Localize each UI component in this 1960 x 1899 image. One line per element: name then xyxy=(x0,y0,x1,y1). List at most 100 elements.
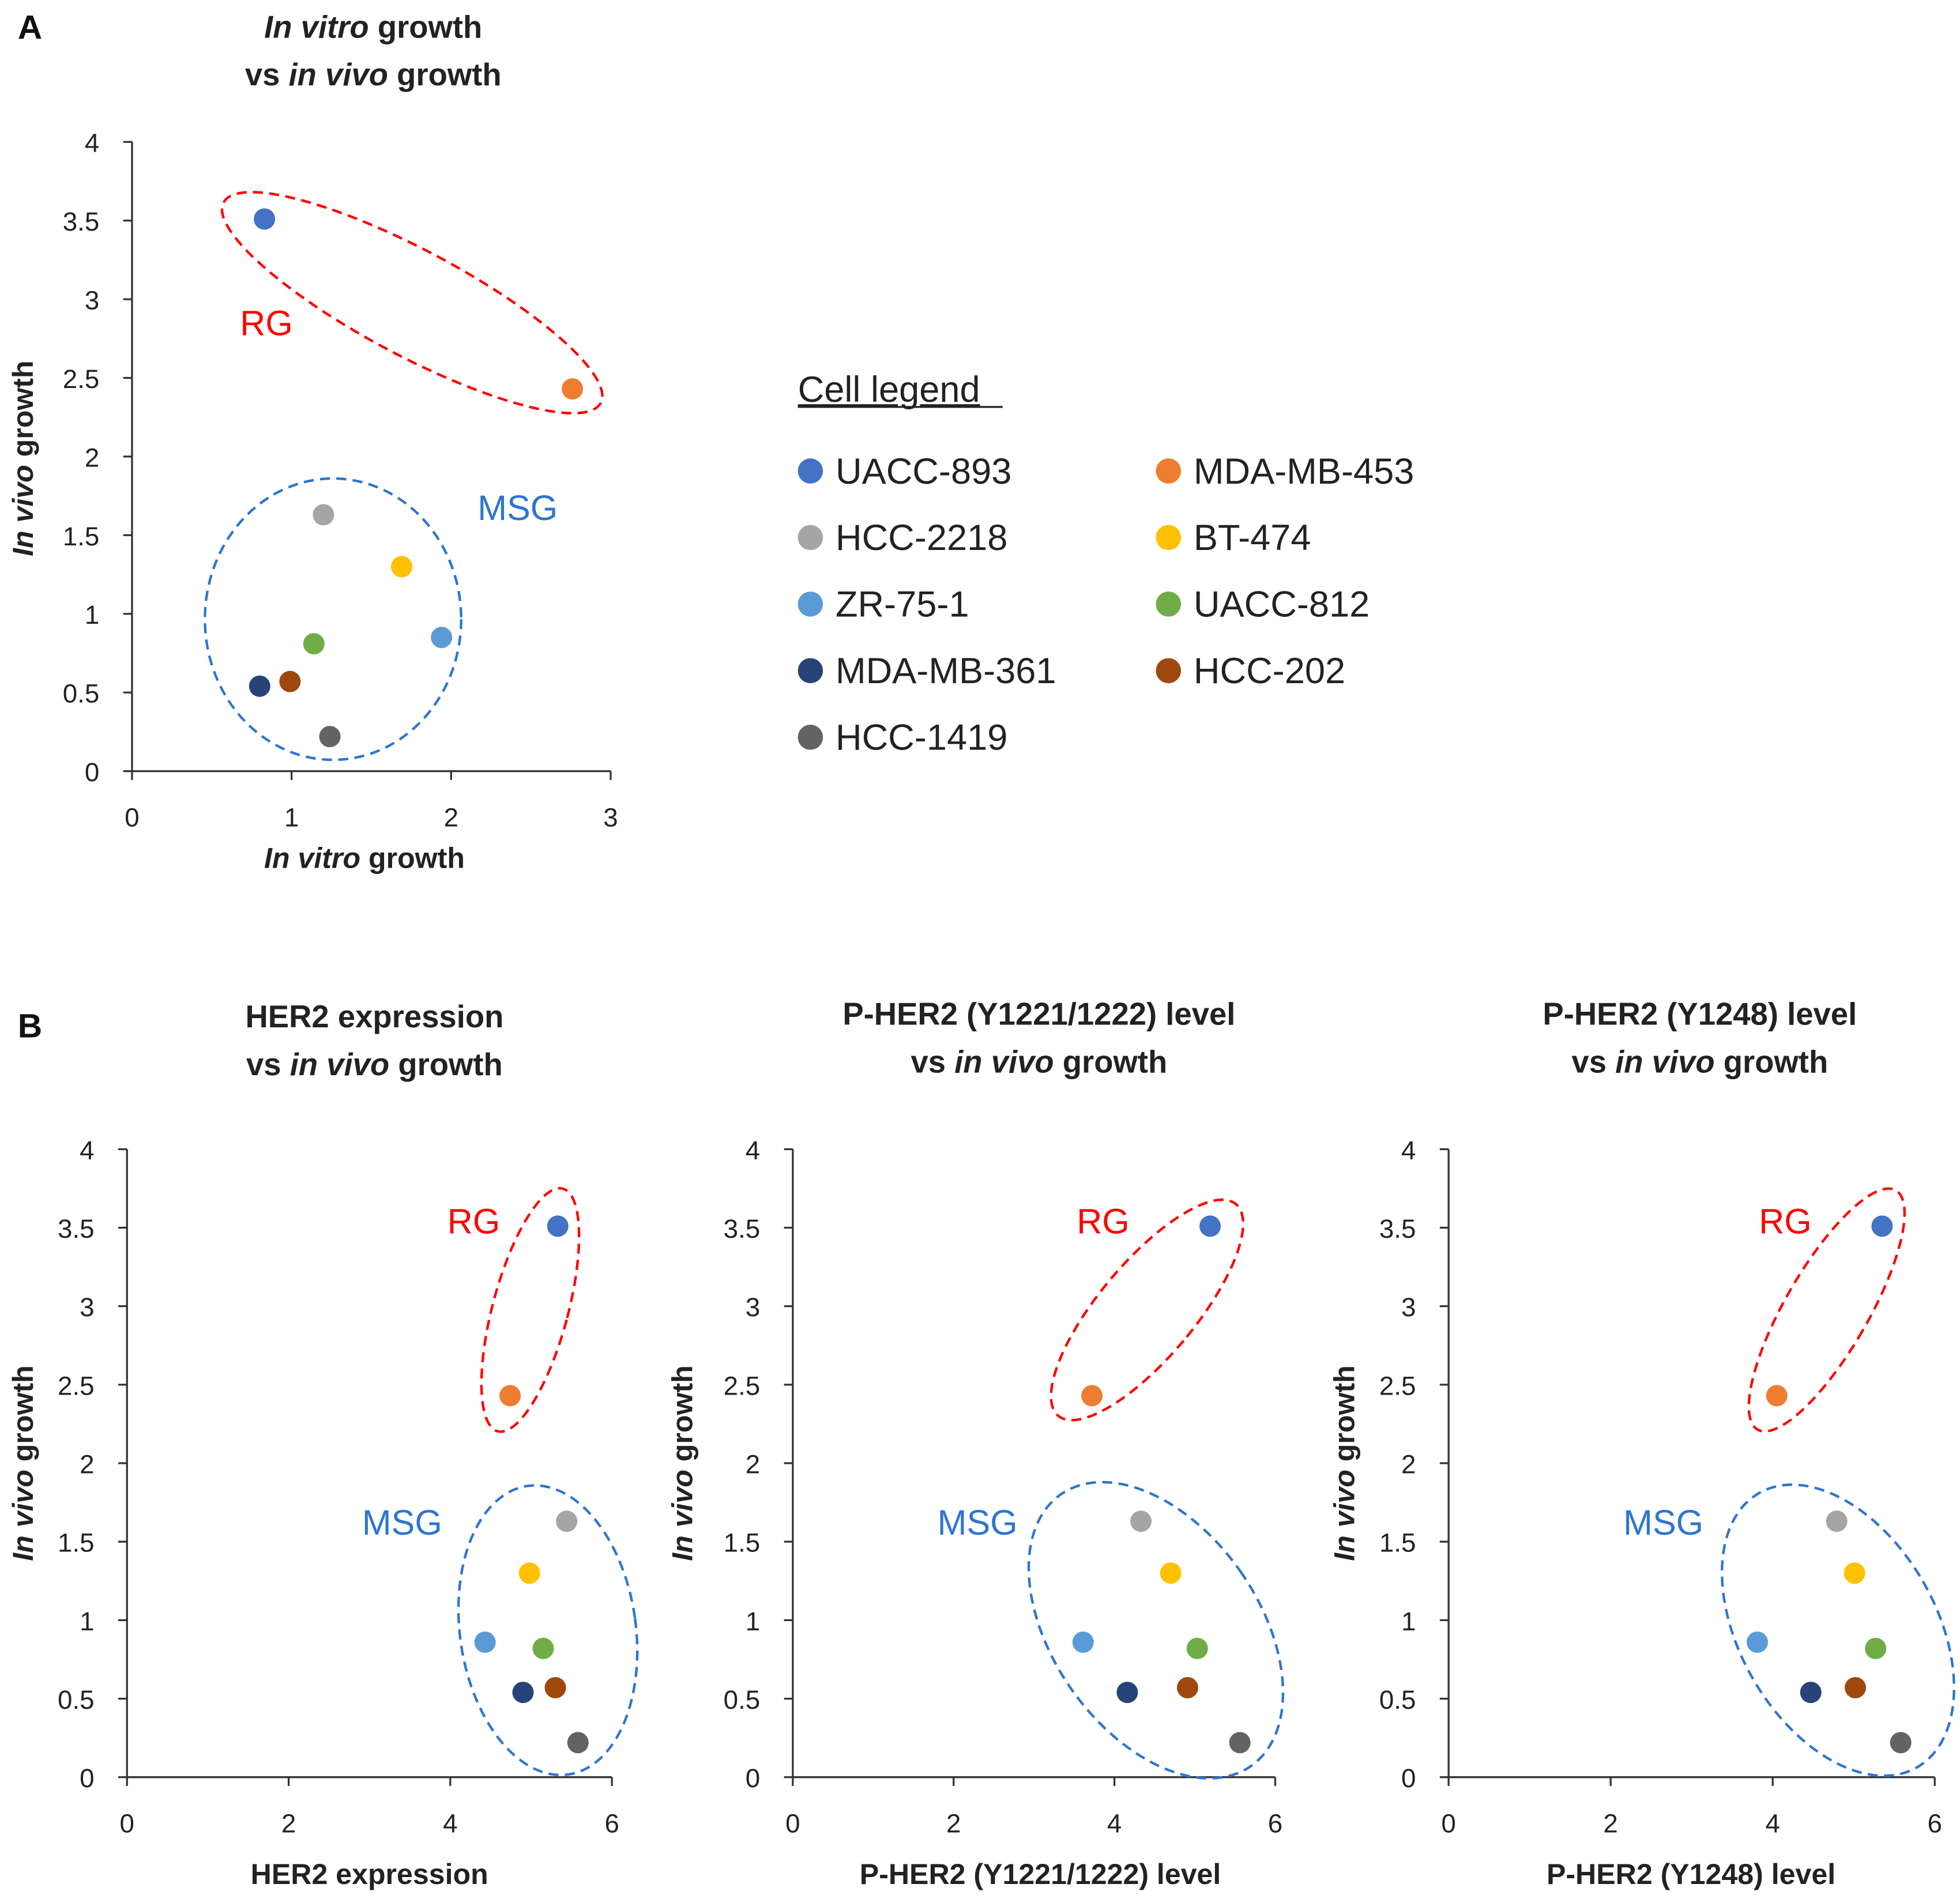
x-axis-label: HER2 expression xyxy=(251,1858,488,1890)
data-point-bt-474 xyxy=(518,1562,540,1584)
data-point-zr-75-1 xyxy=(1746,1631,1768,1653)
y-tick-label: 3 xyxy=(746,1293,760,1322)
x-tick-label: 2 xyxy=(1603,1809,1617,1838)
panel-letter-b: B xyxy=(18,1007,42,1045)
data-point-uacc-812 xyxy=(532,1637,554,1659)
rg-group-label: RG xyxy=(1077,1201,1130,1241)
chart-title: P-HER2 (Y1221/1222) level xyxy=(842,997,1235,1032)
y-tick-label: 3 xyxy=(80,1293,94,1322)
legend-marker xyxy=(1156,458,1182,484)
scatter-panel-3: P-HER2 (Y1221/1222) level vs in vivo grow… xyxy=(667,997,1285,1890)
data-point-hcc-2218 xyxy=(556,1510,578,1532)
y-tick-label: 3 xyxy=(1401,1293,1416,1322)
data-point-mda-mb-361 xyxy=(1800,1682,1822,1704)
data-point-zr-75-1 xyxy=(1072,1631,1094,1653)
data-point-bt-474 xyxy=(1160,1562,1182,1584)
x-tick-label: 0 xyxy=(120,1809,134,1838)
x-tick-label: 2 xyxy=(946,1809,961,1838)
data-point-hcc-2218 xyxy=(1826,1510,1848,1532)
y-tick-label: 2.5 xyxy=(63,364,100,394)
x-tick-label: 0 xyxy=(125,802,139,832)
data-point-uacc-893 xyxy=(1199,1215,1221,1237)
y-axis-label: In vivo growth xyxy=(7,1365,39,1561)
legend-label: MDA-MB-361 xyxy=(836,651,1056,691)
legend-label: ZR-75-1 xyxy=(836,585,969,625)
y-tick-label: 4 xyxy=(80,1136,94,1165)
legend-marker xyxy=(797,591,823,617)
data-point-zr-75-1 xyxy=(431,627,453,649)
msg-group-outline xyxy=(204,477,462,762)
y-tick-label: 0.5 xyxy=(63,679,100,709)
x-tick-label: 4 xyxy=(1765,1809,1780,1838)
y-tick-label: 3.5 xyxy=(58,1214,95,1244)
legend-item: BT-474 xyxy=(1156,518,1311,558)
legend-item: HCC-1419 xyxy=(797,718,1007,758)
y-tick-label: 3.5 xyxy=(63,207,100,236)
msg-group-outline xyxy=(457,1484,639,1777)
chart-title: HER2 expression xyxy=(245,999,503,1034)
data-point-mda-mb-453 xyxy=(499,1385,521,1407)
cell-legend: Cell legend UACC-893 MDA-MB-453 HCC-2218 BT… xyxy=(798,370,1414,758)
data-point-uacc-812 xyxy=(303,633,325,655)
legend-label: HCC-1419 xyxy=(836,718,1007,758)
data-point-hcc-2218 xyxy=(1130,1510,1152,1532)
data-point-uacc-893 xyxy=(1871,1215,1893,1237)
y-tick-label: 1 xyxy=(85,600,99,630)
scatter-panel-4: P-HER2 (Y1248) level vs in vivo growth 0 2 4… xyxy=(1329,997,1955,1890)
y-tick-label: 2 xyxy=(80,1449,94,1479)
scatter-panel-2: HER2 expression vs in vivo growth 0 2 4 6 0 0.5… xyxy=(7,999,639,1890)
legend-marker xyxy=(797,725,823,750)
y-tick-label: 2.5 xyxy=(1379,1371,1416,1400)
data-point-uacc-812 xyxy=(1865,1637,1887,1659)
data-point-mda-mb-453 xyxy=(562,378,584,400)
y-tick-label: 1.5 xyxy=(1379,1528,1416,1558)
rg-group-outline xyxy=(220,191,604,415)
x-tick-label: 1 xyxy=(284,802,299,832)
y-tick-label: 2.5 xyxy=(724,1371,761,1400)
legend-item: MDA-MB-453 xyxy=(1156,451,1414,492)
y-tick-label: 2.5 xyxy=(58,1371,95,1400)
data-point-hcc-1419 xyxy=(1890,1732,1912,1754)
rg-group-label: RG xyxy=(447,1201,501,1241)
legend-label: HCC-202 xyxy=(1194,651,1345,691)
y-tick-label: 1 xyxy=(1401,1607,1416,1636)
y-tick-label: 3.5 xyxy=(1379,1214,1416,1244)
msg-group-label: MSG xyxy=(362,1503,442,1542)
x-tick-label: 6 xyxy=(1927,1809,1942,1838)
legend-marker xyxy=(1156,591,1182,617)
y-tick-label: 4 xyxy=(1401,1136,1416,1165)
y-tick-label: 1 xyxy=(80,1607,94,1636)
x-tick-label: 6 xyxy=(1268,1809,1282,1838)
chart-title: P-HER2 (Y1248) level xyxy=(1543,997,1857,1032)
legend-label: MDA-MB-453 xyxy=(1194,451,1414,492)
chart-title: vs in vivo growth xyxy=(1571,1045,1828,1080)
x-axis-label: P-HER2 (Y1248) level xyxy=(1547,1858,1835,1890)
y-tick-label: 1.5 xyxy=(63,522,100,551)
legend-item: HCC-202 xyxy=(1156,651,1345,691)
data-point-uacc-812 xyxy=(1186,1637,1208,1659)
legend-label: BT-474 xyxy=(1194,518,1311,558)
legend-label: UACC-812 xyxy=(1194,585,1370,625)
x-tick-label: 0 xyxy=(1441,1809,1455,1838)
y-tick-label: 0.5 xyxy=(724,1685,761,1715)
chart-title: In vitro growth xyxy=(264,9,482,44)
y-tick-label: 2 xyxy=(1401,1449,1416,1479)
legend-title: Cell legend xyxy=(798,370,980,410)
data-point-bt-474 xyxy=(391,556,413,578)
data-point-hcc-202 xyxy=(279,670,301,692)
data-point-hcc-1419 xyxy=(567,1732,589,1754)
y-tick-label: 0 xyxy=(85,758,99,787)
legend-item: MDA-MB-361 xyxy=(797,651,1056,691)
y-tick-label: 4 xyxy=(85,129,99,158)
data-point-hcc-202 xyxy=(1844,1676,1867,1698)
chart-title: vs in vivo growth xyxy=(911,1045,1167,1080)
legend-marker xyxy=(797,658,823,684)
legend-marker xyxy=(1156,525,1182,551)
x-tick-label: 4 xyxy=(1107,1809,1122,1838)
legend-item: HCC-2218 xyxy=(797,518,1007,558)
rg-group-outline xyxy=(1747,1187,1906,1433)
y-tick-label: 2 xyxy=(85,443,99,472)
data-point-mda-mb-361 xyxy=(1116,1682,1138,1704)
legend-item: UACC-893 xyxy=(797,451,1011,492)
data-point-hcc-1419 xyxy=(1229,1732,1251,1754)
